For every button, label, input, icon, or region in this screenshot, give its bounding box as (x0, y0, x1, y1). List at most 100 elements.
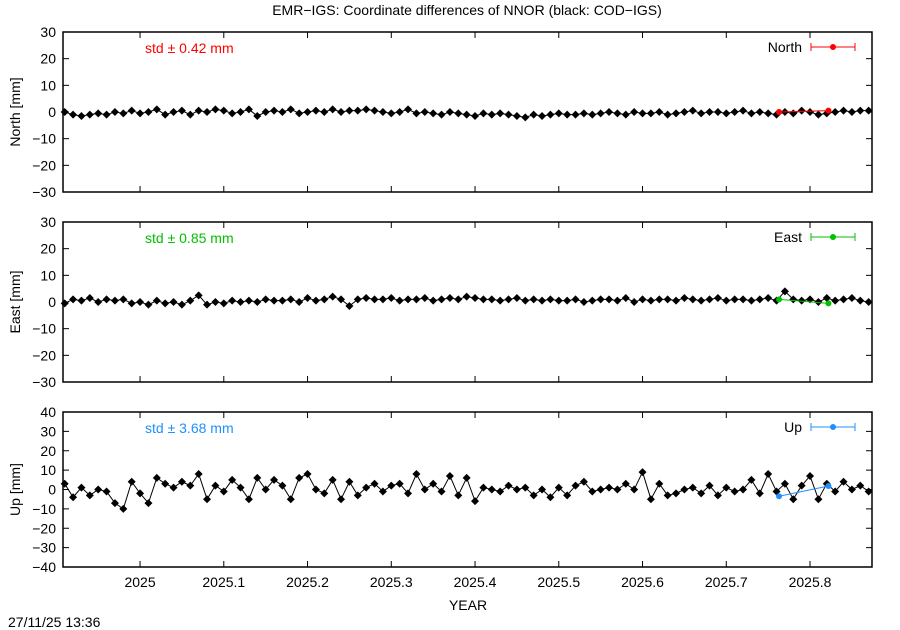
data-point (688, 483, 697, 492)
data-point (512, 112, 521, 120)
data-point (445, 294, 454, 302)
data-point (847, 108, 856, 116)
data-point (630, 108, 639, 116)
chart-title: EMR−IGS: Coordinate differences of NNOR … (272, 2, 662, 18)
data-point (462, 110, 471, 119)
data-point (152, 296, 161, 305)
data-point (404, 489, 413, 498)
data-point (722, 296, 731, 305)
data-point (764, 294, 773, 302)
data-point (638, 295, 647, 304)
x-tick-label: 2025.4 (454, 574, 497, 590)
data-point (311, 485, 320, 494)
data-point (588, 296, 597, 305)
x-axis-label: YEAR (449, 597, 487, 613)
data-point (730, 487, 739, 496)
data-point (127, 299, 136, 308)
series-line (778, 298, 829, 304)
y-tick-label: 20 (40, 51, 56, 67)
y-tick-label: 10 (40, 462, 56, 478)
data-point (479, 109, 488, 118)
data-point (529, 491, 538, 500)
data-point (864, 298, 873, 306)
data-point (638, 109, 647, 118)
data-point (621, 110, 630, 119)
data-point (747, 475, 756, 484)
data-point (110, 499, 119, 508)
data-point (429, 296, 438, 305)
data-point (412, 470, 421, 478)
data-point (487, 485, 496, 494)
data-point (806, 108, 815, 116)
data-point (797, 106, 806, 115)
data-point (655, 295, 664, 304)
data-point (328, 475, 337, 484)
data-point (152, 105, 161, 114)
data-point (839, 295, 848, 304)
timestamp: 27/11/25 13:36 (8, 614, 101, 630)
data-point (362, 483, 371, 492)
data-point (630, 298, 639, 306)
data-point (177, 300, 186, 309)
data-point (856, 481, 865, 490)
data-point (270, 475, 279, 484)
data-point (529, 110, 538, 119)
data-point (60, 299, 69, 308)
data-point (102, 487, 111, 496)
data-point (387, 294, 396, 302)
data-point (563, 491, 572, 500)
data-point (362, 294, 371, 302)
data-point (655, 479, 664, 488)
data-point (646, 296, 655, 305)
data-point (337, 295, 346, 304)
legend-label: North (768, 39, 802, 55)
data-point (253, 112, 262, 120)
data-point (554, 296, 563, 305)
data-point (370, 295, 379, 304)
data-point (588, 110, 597, 119)
x-tick-label: 2025.3 (370, 574, 413, 590)
data-point (144, 108, 153, 116)
data-point (295, 298, 304, 306)
y-axis-label: Up [mm] (7, 463, 23, 516)
data-point (672, 109, 681, 118)
series-line (778, 485, 829, 497)
data-point (94, 298, 103, 306)
plot-frame (62, 411, 873, 568)
data-point (621, 479, 630, 488)
data-point (110, 296, 119, 305)
data-point (110, 108, 119, 116)
data-point (77, 112, 86, 120)
legend-label: East (774, 229, 802, 245)
data-point (244, 296, 253, 305)
data-point (136, 109, 145, 118)
plot-frame (62, 221, 873, 383)
data-point (814, 298, 823, 306)
data-point (404, 105, 413, 114)
data-point (203, 300, 212, 309)
data-point (236, 108, 245, 116)
data-point (186, 296, 195, 305)
data-point (605, 295, 614, 304)
data-point (177, 106, 186, 115)
y-tick-label: −10 (32, 501, 56, 517)
data-point (412, 295, 421, 304)
data-point (646, 109, 655, 118)
data-point (680, 485, 689, 494)
data-point (169, 298, 178, 306)
data-point (437, 110, 446, 119)
data-point (211, 105, 220, 114)
data-point (311, 296, 320, 305)
data-point (211, 298, 220, 306)
data-point (161, 110, 170, 119)
data-point (697, 109, 706, 118)
data-point (378, 108, 387, 116)
y-tick-label: −20 (32, 520, 56, 536)
data-point (278, 108, 287, 116)
data-point (169, 483, 178, 492)
data-point (328, 292, 337, 301)
data-point (554, 483, 563, 492)
data-point (194, 106, 203, 115)
data-point (496, 109, 505, 118)
data-point (722, 483, 731, 492)
